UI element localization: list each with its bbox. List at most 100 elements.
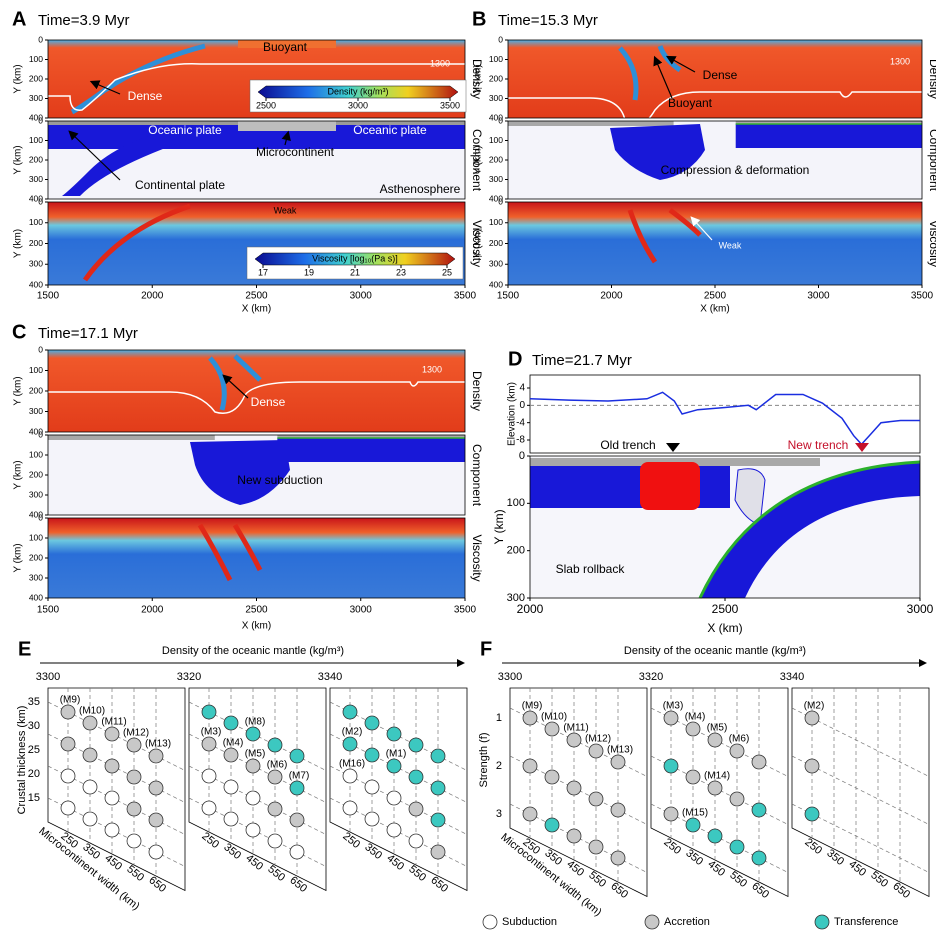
x-tick-label: 3500 bbox=[911, 291, 934, 302]
outcome-marker bbox=[289, 812, 305, 828]
density-tick-label: 3340 bbox=[780, 671, 804, 683]
y-axis-label: Y (km) bbox=[492, 509, 506, 544]
outcome-marker bbox=[201, 736, 217, 752]
annotation: Asthenosphere bbox=[380, 182, 461, 196]
model-label: (M2) bbox=[342, 727, 363, 738]
y-axis-label: Elevation (km) bbox=[507, 382, 518, 446]
outcome-marker bbox=[82, 779, 98, 795]
annotation: Dense bbox=[128, 89, 163, 103]
y-tick-label: 200 bbox=[29, 73, 43, 83]
annotation: Old trench bbox=[600, 438, 655, 452]
panel-letter: C bbox=[12, 321, 26, 343]
panel-title: Time=3.9 Myr bbox=[38, 12, 130, 29]
outcome-marker bbox=[245, 790, 261, 806]
y-tick-label: 0 bbox=[38, 512, 43, 522]
y-tick-label: 3 bbox=[496, 808, 502, 820]
y-tick-label: 300 bbox=[489, 93, 503, 103]
y-axis-label: Y (km) bbox=[13, 376, 24, 405]
legend-marker bbox=[644, 914, 660, 930]
density-field bbox=[48, 350, 465, 432]
outcome-marker bbox=[267, 769, 283, 785]
row-label: Viscosity bbox=[470, 220, 484, 267]
model-label: (M15) bbox=[682, 808, 708, 819]
legend-marker bbox=[482, 914, 498, 930]
model-label: (M11) bbox=[563, 723, 588, 734]
panel-title: Time=21.7 Myr bbox=[532, 352, 632, 369]
crust-strip bbox=[735, 121, 922, 124]
y-tick-label: 0 bbox=[498, 34, 503, 44]
x-tick-label: 2000 bbox=[141, 291, 164, 302]
y-tick-label: 1 bbox=[496, 712, 502, 724]
y-tick-label: 0 bbox=[38, 429, 43, 439]
buoyant-block bbox=[640, 462, 700, 510]
outcome-marker bbox=[201, 704, 217, 720]
isotherm-line bbox=[508, 91, 922, 127]
model-label: (M10) bbox=[79, 706, 105, 717]
y-tick-label: 30 bbox=[28, 720, 40, 732]
density-field bbox=[508, 40, 922, 118]
y-axis-label: Y (km) bbox=[473, 145, 484, 174]
y-tick-label: 35 bbox=[28, 696, 40, 708]
outcome-marker bbox=[804, 758, 820, 774]
outcome-marker bbox=[289, 844, 305, 860]
outcome-marker bbox=[804, 806, 820, 822]
outcome-marker bbox=[267, 801, 283, 817]
outcome-marker bbox=[430, 748, 446, 764]
y-tick-label: 100 bbox=[29, 365, 43, 375]
y-axis-label: Strength (f) bbox=[478, 732, 490, 787]
annotation: Weak bbox=[274, 205, 297, 215]
y-tick-label: 400 bbox=[29, 509, 43, 519]
x-tick-label: 2500 bbox=[712, 602, 739, 616]
x-axis-label: X (km) bbox=[700, 304, 729, 315]
density-tick-label: 3300 bbox=[36, 671, 60, 683]
outcome-marker bbox=[342, 768, 358, 784]
annotation: Slab rollback bbox=[556, 562, 626, 576]
y-tick-label: 400 bbox=[29, 426, 43, 436]
outcome-marker bbox=[342, 704, 358, 720]
outcome-marker bbox=[544, 817, 560, 833]
colorbar-tick-label: 25 bbox=[442, 267, 452, 277]
outcome-marker bbox=[610, 754, 626, 770]
outcome-marker bbox=[544, 769, 560, 785]
annotation: Dense bbox=[703, 68, 738, 82]
model-label: (M13) bbox=[607, 745, 633, 756]
outcome-marker bbox=[245, 758, 261, 774]
outcome-marker bbox=[408, 769, 424, 785]
outcome-marker bbox=[610, 802, 626, 818]
outcome-marker bbox=[408, 801, 424, 817]
elevation-frame bbox=[529, 374, 921, 454]
grid-dash bbox=[791, 755, 930, 825]
density-tick-label: 3340 bbox=[318, 671, 342, 683]
outcome-marker bbox=[364, 779, 380, 795]
outcome-marker bbox=[223, 779, 239, 795]
outcome-marker bbox=[364, 811, 380, 827]
model-label: (M7) bbox=[289, 771, 310, 782]
outcome-marker bbox=[663, 758, 679, 774]
outcome-marker bbox=[522, 758, 538, 774]
outcome-marker bbox=[201, 800, 217, 816]
model-label: (M9) bbox=[60, 695, 81, 706]
y-tick-label: 100 bbox=[489, 217, 503, 227]
colorbar-tick-label: 3000 bbox=[348, 100, 368, 110]
viscosity-field bbox=[508, 202, 922, 285]
outcome-marker bbox=[267, 737, 283, 753]
colorbar-tick-label: 21 bbox=[350, 267, 360, 277]
model-label: (M9) bbox=[522, 701, 543, 712]
outcome-marker bbox=[289, 780, 305, 796]
arrow bbox=[653, 55, 673, 99]
elevation-line bbox=[529, 391, 920, 446]
x-tick-label: 3000 bbox=[350, 605, 373, 616]
x-tick-label: 2500 bbox=[245, 605, 268, 616]
outcome-marker bbox=[148, 844, 164, 860]
x-tick-label: 1500 bbox=[37, 605, 60, 616]
y-tick-label: 200 bbox=[507, 545, 525, 557]
x-axis-label: X (km) bbox=[242, 621, 271, 632]
x-tick-label: 2500 bbox=[704, 291, 727, 302]
outcome-marker bbox=[430, 844, 446, 860]
grid-frame bbox=[47, 687, 186, 892]
outcome-marker bbox=[245, 726, 261, 742]
oceanic-plate bbox=[735, 124, 922, 148]
outcome-marker bbox=[729, 791, 745, 807]
outcome-marker bbox=[82, 747, 98, 763]
